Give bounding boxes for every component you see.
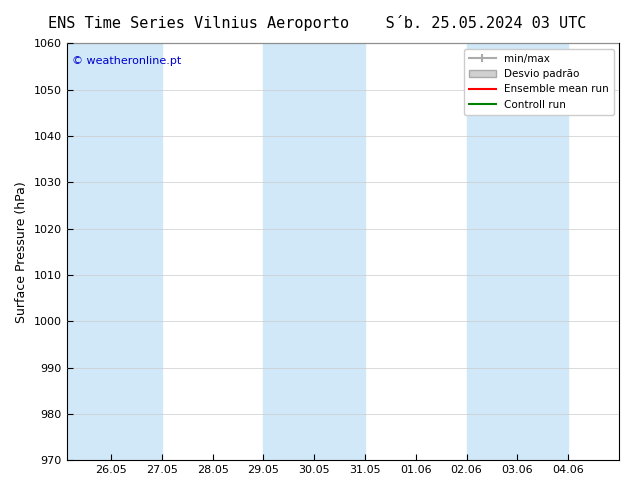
Legend: min/max, Desvio padrão, Ensemble mean run, Controll run: min/max, Desvio padrão, Ensemble mean ru… — [464, 49, 614, 115]
Bar — [67, 44, 162, 460]
Text: ENS Time Series Vilnius Aeroporto    S´b. 25.05.2024 03 UTC: ENS Time Series Vilnius Aeroporto S´b. 2… — [48, 15, 586, 31]
Bar — [263, 44, 365, 460]
Y-axis label: Surface Pressure (hPa): Surface Pressure (hPa) — [15, 181, 28, 323]
Bar — [467, 44, 568, 460]
Text: © weatheronline.pt: © weatheronline.pt — [72, 56, 181, 66]
